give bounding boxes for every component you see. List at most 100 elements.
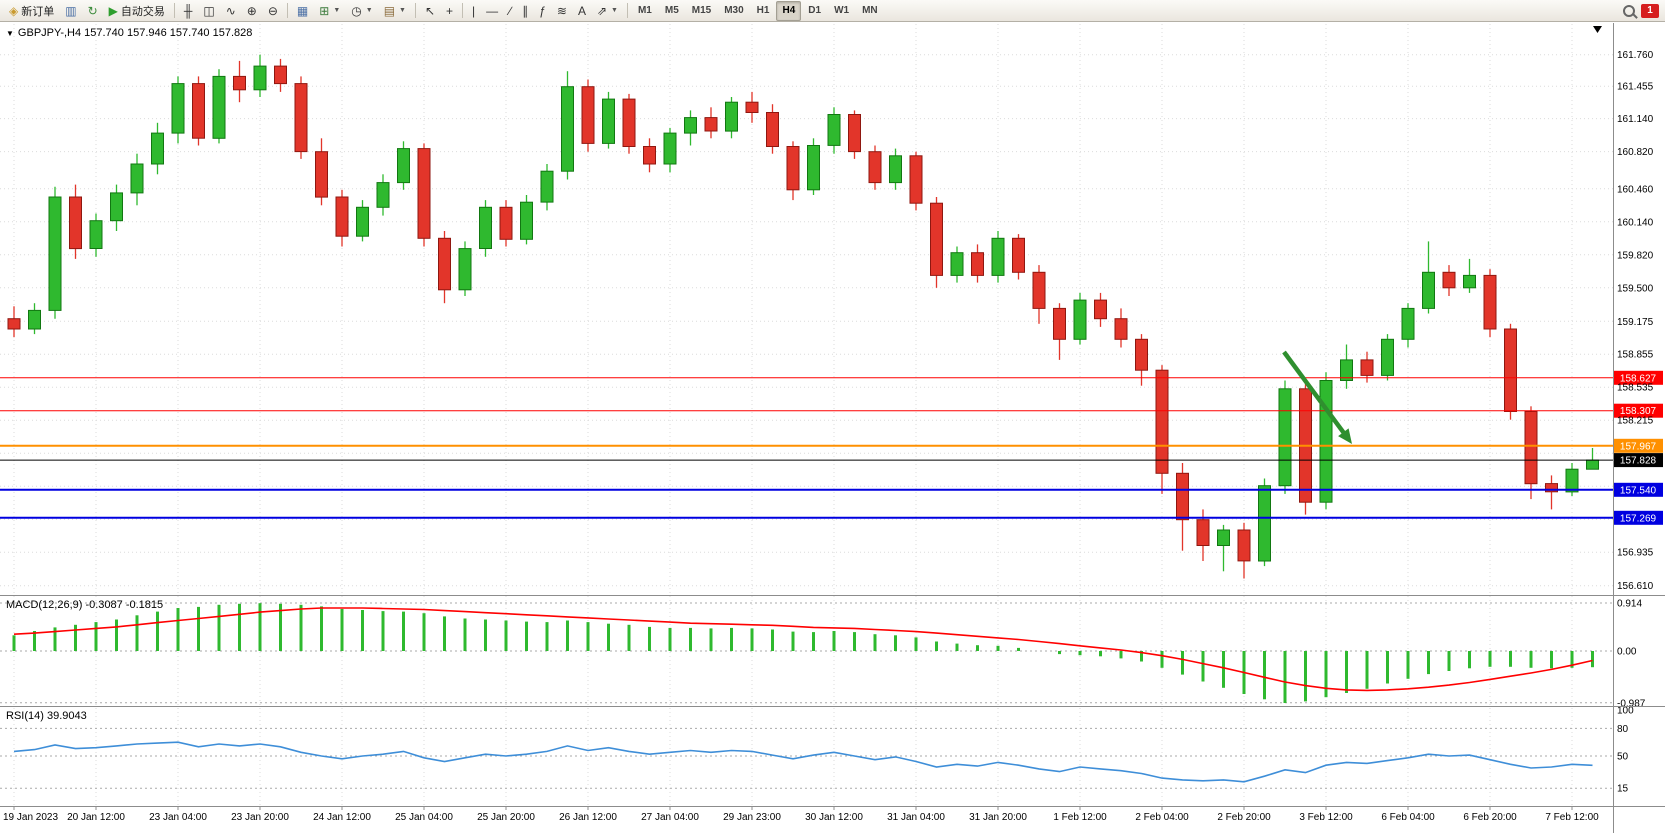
new-order-icon: ◈ [9,3,19,18]
new-chart-button[interactable]: ⊞ ▼ [314,1,345,21]
candle-body [807,145,820,191]
search-icon[interactable] [1623,4,1635,17]
candle-body [130,163,144,194]
chevron-down-icon: ▼ [399,7,406,14]
time-tick-label: 31 Jan 04:00 [887,812,945,823]
price-badge-157.967 [1614,438,1663,453]
text-icon: A [577,3,586,18]
timeframe-button-mn[interactable]: MN [862,5,878,16]
line-chart-type-button[interactable]: ∿ [221,1,241,21]
time-tick-label: 6 Feb 20:00 [1463,812,1517,823]
candle-body [930,202,943,276]
timeframe-button-m5[interactable]: M5 [664,5,679,16]
candle-body [1524,411,1538,485]
candle-body [1258,485,1271,562]
candle-body [1135,338,1148,371]
arrows-button[interactable]: ⇗ ▼ [592,1,623,21]
timeframe-button-h4[interactable]: H4 [776,0,802,21]
zoom-in-button[interactable]: ⊕ [242,1,262,21]
channel-icon: ∥ [522,3,529,18]
chart-shift-marker[interactable] [1593,26,1602,33]
time-tick-label: 19 Jan 2023 [3,812,58,823]
trendline-icon: ∕ [509,3,512,18]
crosshair-button[interactable]: + [441,1,458,21]
candle-body [253,65,267,91]
arrow-annotation[interactable] [1282,350,1352,444]
candle-body [602,98,615,144]
bar-chart-type-button[interactable]: ╫ [179,1,198,21]
timeframe-button-d1[interactable]: D1 [808,5,822,16]
timeframe-button-h1[interactable]: H1 [756,5,770,16]
candle-body [397,148,410,184]
candle-body [1381,338,1394,376]
candle-body [1217,529,1230,546]
candle-body [827,114,841,146]
price-badge-label: 158.307 [1620,406,1657,417]
candle-body [1176,472,1189,521]
price-badge-158.627 [1614,370,1663,385]
chart-window-title: ▼ GBPJPY-,H4 157.740 157.946 157.740 157… [6,27,252,39]
equidistant-channel-button[interactable]: ∥ [517,1,533,21]
templates-button[interactable]: ▤ ▼ [379,1,411,21]
time-tick-label: 23 Jan 20:00 [231,812,289,823]
fibonacci-button[interactable]: ƒ [534,1,551,21]
horizontal-line-button[interactable]: — [481,1,503,21]
candle-body [663,132,677,165]
candle-body [7,318,21,330]
time-tick-label: 29 Jan 23:00 [723,812,781,823]
text-label-button[interactable]: A [573,1,591,21]
price-tick-label: 159.820 [1617,250,1654,261]
candle-body [786,146,800,191]
candle-body [48,196,62,311]
price-tick-label: 158.855 [1617,350,1654,361]
vertical-line-button[interactable]: | [467,1,480,21]
trendline-button[interactable]: ∕ [504,1,516,21]
price-tick-label: 159.175 [1617,317,1654,328]
auto-trading-button[interactable]: ▶ 自动交易 [104,1,170,21]
elliott-wave-button[interactable]: ≋ [552,1,572,21]
timeframe-button-w1[interactable]: W1 [834,5,850,16]
template-icon: ▤ [383,3,396,18]
new-order-button-label: 新订单 [21,5,55,18]
charts-window-button[interactable]: ▥ [60,1,81,21]
new-order-button[interactable]: ◈ 新订单 [4,1,59,21]
timeframe-button-m15[interactable]: M15 [691,5,712,16]
price-badge-157.828 [1614,453,1663,468]
price-tick-label: 161.760 [1617,50,1654,61]
candle-body [28,309,41,330]
candle-body [889,155,902,184]
timeframe-button-m1[interactable]: M1 [637,5,652,16]
candlestick-type-button[interactable]: ◫ [198,1,219,21]
time-tick-label: 2 Feb 04:00 [1135,812,1189,823]
candle-body [1565,468,1579,493]
candle-body [1073,299,1087,340]
candle-body [458,248,472,291]
time-tick-label: 20 Jan 12:00 [67,812,125,823]
candle-body [1196,519,1210,547]
refresh-button[interactable]: ↻ [83,1,103,21]
rsi-axis-label: 15 [1617,784,1629,795]
candle-body [1463,274,1476,289]
time-tick-label: 24 Jan 12:00 [313,812,371,823]
zoom-out-button[interactable]: ⊖ [263,1,283,21]
price-badge-label: 157.540 [1620,485,1657,496]
time-tick-label: 2 Feb 20:00 [1217,812,1271,823]
candle-body [233,75,246,91]
candle-body [766,112,779,147]
rsi-axis-label: 50 [1617,752,1629,763]
tile-windows-button[interactable]: ▦ [292,1,313,21]
candle-body [294,83,308,153]
candle-body [622,98,636,147]
candle-body [274,65,287,85]
tile-windows-icon: ▦ [296,3,309,18]
notification-badge[interactable]: 1 [1641,3,1659,18]
price-tick-label: 161.455 [1617,82,1654,93]
toolbar: ◈ 新订单 ▥ ↻ ▶ 自动交易 ╫ ◫ ∿ ⊕ ⊖ ▦ ⊞ ▼ ◷ ▼ ▤ ▼ ↖ + | — ∕ ∥ ƒ ≋ A ⇗ ▼ M1 M5 M1… [0,0,1665,22]
cursor-button[interactable]: ↖ [420,1,440,21]
timeframe-button-m30[interactable]: M30 [724,5,744,16]
collapse-triangle-icon[interactable]: ▼ [6,28,14,38]
candle-body [1442,271,1456,289]
time-tick-label: 27 Jan 04:00 [641,812,699,823]
candle-body [1032,271,1046,309]
periodicity-button[interactable]: ◷ ▼ [346,1,377,21]
